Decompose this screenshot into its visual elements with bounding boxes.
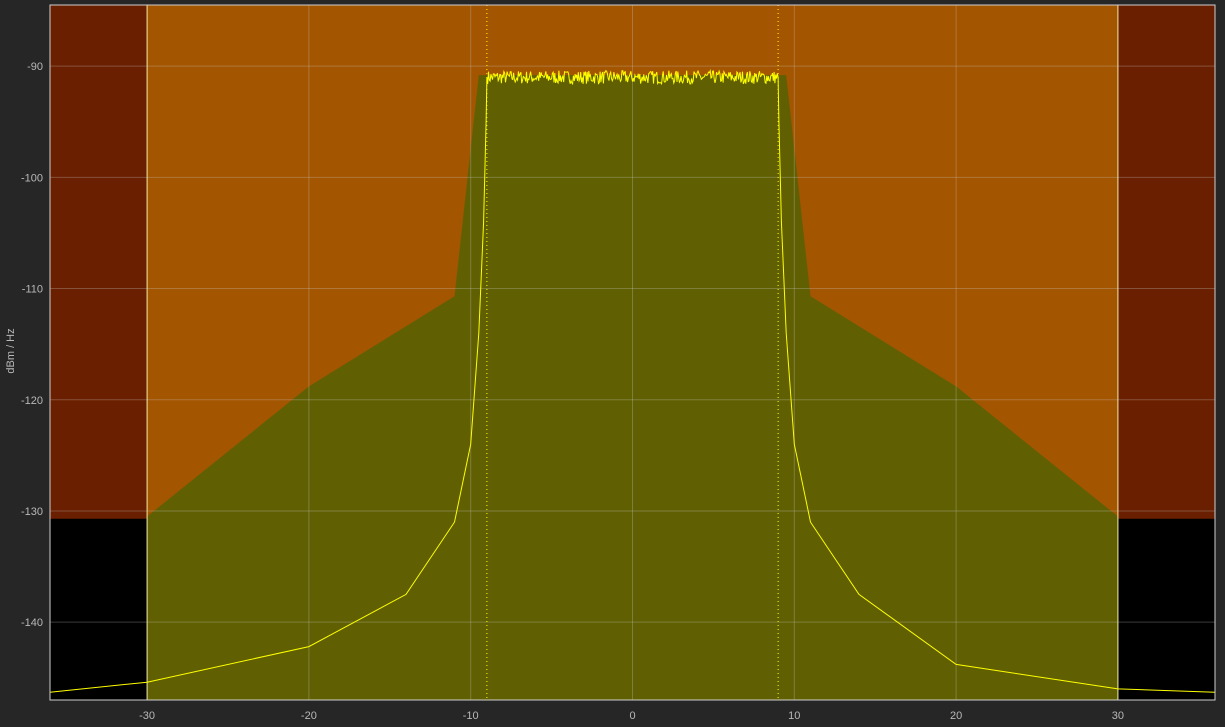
y-tick-label: -120: [21, 395, 43, 407]
x-tick-labels: -30 -20 -10 0 10 20 30: [139, 710, 1124, 722]
signal-fill: [147, 75, 1118, 701]
psd-trace: [49, 68, 1216, 693]
x-tick-label: -10: [463, 710, 479, 722]
y-tick-label: -90: [27, 61, 43, 73]
x-tick-label: 30: [1112, 710, 1124, 722]
x-tick-label: 20: [950, 710, 962, 722]
x-tick-label: -30: [139, 710, 155, 722]
mask-bounds: [146, 5, 1119, 700]
x-tick-label: -20: [301, 710, 317, 722]
y-tick-labels: -140 -130 -120 -110 -100 -90: [21, 61, 43, 629]
y-tick-label: -100: [21, 172, 43, 184]
y-tick-label: -140: [21, 617, 43, 629]
y-tick-label: -130: [21, 506, 43, 518]
x-tick-label: 10: [788, 710, 800, 722]
x-tick-label: 0: [629, 710, 635, 722]
y-tick-label: -110: [22, 284, 43, 296]
plot-frame: [49, 4, 1216, 701]
y-axis-label: dBm / Hz: [5, 328, 17, 373]
